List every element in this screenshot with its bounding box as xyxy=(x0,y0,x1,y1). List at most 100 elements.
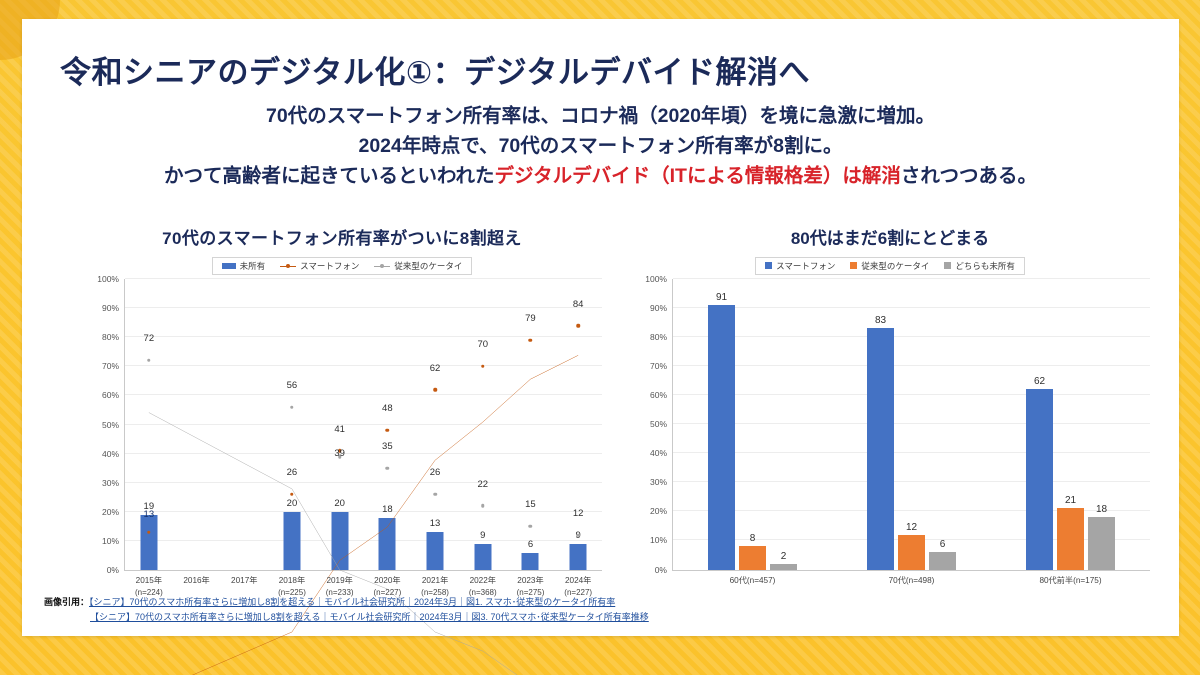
legend-item-スマートフォン[interactable]: スマートフォン xyxy=(280,260,359,272)
citation-label: 画像引用： xyxy=(44,596,90,607)
x-axis-tick-label: 2023年 (n=275) xyxy=(507,570,555,598)
bar-value-label: 12 xyxy=(905,521,918,533)
bar-従来型のケータイ[interactable]: 12 xyxy=(898,522,925,570)
x-axis-tick-label: 2019年 (n=233) xyxy=(316,570,364,598)
data-label-スマートフォン: 79 xyxy=(525,313,536,325)
data-point-スマートフォン[interactable] xyxy=(290,492,294,497)
bar-スマートフォン[interactable]: 62 xyxy=(1026,376,1053,570)
bar-未所有[interactable] xyxy=(140,514,158,570)
bar-未所有[interactable] xyxy=(378,517,396,570)
y-axis-tick-label: 50% xyxy=(649,419,667,429)
chart-right-title: 80代はまだ6割にとどまる xyxy=(790,229,990,248)
x-axis-sample-size: (n=258) xyxy=(421,587,449,597)
citation-row-2: 【シニア】70代のスマホ所有率さらに増加し8割を超える｜モバイル社会研究所｜20… xyxy=(44,610,649,626)
x-axis-tick-label: 2016年 xyxy=(183,576,210,585)
bar-従来型のケータイ[interactable]: 8 xyxy=(739,533,766,570)
citation-link-1[interactable]: 【シニア】70代のスマホ所有率さらに増加し8割を超える｜モバイル社会研究所｜20… xyxy=(89,596,616,607)
data-point-従来型のケータイ[interactable] xyxy=(576,533,580,537)
data-point-従来型のケータイ[interactable] xyxy=(433,492,437,497)
data-label-従来型のケータイ: 35 xyxy=(382,441,393,453)
gridline xyxy=(673,510,1150,512)
data-point-スマートフォン[interactable] xyxy=(433,387,437,392)
x-axis-tick-label: 2021年 (n=258) xyxy=(411,570,459,598)
bar-スマートフォン[interactable]: 83 xyxy=(867,315,894,570)
legend-item-従来型のケータイ[interactable]: 従来型のケータイ xyxy=(850,260,929,272)
y-axis-tick-label: 50% xyxy=(101,419,119,430)
citation-link-2[interactable]: 【シニア】70代のスマホ所有率さらに増加し8割を超える｜モバイル社会研究所｜20… xyxy=(90,612,649,623)
x-axis-sample-size: (n=227) xyxy=(373,587,402,597)
bar-どちらも未所有[interactable]: 2 xyxy=(770,551,797,570)
data-point-従来型のケータイ[interactable] xyxy=(290,405,294,409)
footer-citations: 画像引用：【シニア】70代のスマホ所有率さらに増加し8割を超える｜モバイル社会研… xyxy=(44,595,649,627)
chart-panel-left: 70代のスマートフォン所有率がついに8割超え 未所有 スマートフォン 従来型のケータ… xyxy=(82,224,602,571)
data-point-従来型のケータイ[interactable] xyxy=(385,466,390,470)
data-point-スマートフォン[interactable] xyxy=(528,338,533,342)
data-point-従来型のケータイ[interactable] xyxy=(147,358,151,363)
chart-category-slot: 18 xyxy=(364,279,412,570)
y-axis-tick-label: 10% xyxy=(649,535,667,546)
bar-未所有[interactable] xyxy=(283,511,301,570)
y-axis-tick-label: 70% xyxy=(101,361,119,372)
x-axis-tick-label: 2024年 (n=227) xyxy=(554,570,602,598)
y-axis-tick-label: 80% xyxy=(649,331,667,342)
x-axis-sample-size: (n=227) xyxy=(564,587,593,597)
legend-item-label: スマートフォン xyxy=(776,260,836,271)
gridline xyxy=(125,394,602,396)
data-point-スマートフォン[interactable] xyxy=(481,364,485,369)
data-point-従来型のケータイ[interactable] xyxy=(528,524,533,529)
bar-未所有[interactable] xyxy=(569,543,587,570)
data-point-従来型のケータイ[interactable] xyxy=(337,454,342,459)
bar-未所有[interactable] xyxy=(521,552,539,570)
bar-value-label: 18 xyxy=(1095,504,1108,516)
chart-right-plot-area: 0% 10% 20% 30% 40% 50% 60% 70% 80% 90% 100% 91 8 2 83 1… xyxy=(645,274,1150,585)
slide-card: 令和シニアのデジタル化①：デジタルデバイド解消へ 70代のスマートフォン所有率は… xyxy=(22,19,1179,636)
gridline xyxy=(125,510,602,512)
bar-value-label: 20 xyxy=(334,497,345,509)
legend-item-label: どちらも未所有 xyxy=(955,260,1015,271)
y-axis-tick-label: 40% xyxy=(101,448,119,459)
data-label-従来型のケータイ: 22 xyxy=(477,478,489,490)
subtitle-line-3-lead: かつて高齢者に起きているといわれた xyxy=(163,165,495,188)
gridline xyxy=(673,277,1150,279)
bar-どちらも未所有[interactable]: 18 xyxy=(1088,504,1115,570)
legend-item-従来型のケータイ[interactable]: 従来型のケータイ xyxy=(374,260,462,272)
data-point-スマートフォン[interactable] xyxy=(385,428,390,433)
legend-swatch-square-icon xyxy=(944,262,952,269)
x-axis-sample-size: (n=275) xyxy=(516,587,545,597)
subtitle-line-1: 70代のスマートフォン所有率は、コロナ禍（2020年頃）を境に急激に増加。 xyxy=(266,105,935,127)
x-axis-tick-label: 70代(n=498) xyxy=(888,575,935,585)
bar-value-label: 20 xyxy=(286,497,298,509)
bar-group: 91 8 2 xyxy=(673,279,832,570)
data-point-スマートフォン[interactable] xyxy=(147,530,151,534)
x-axis-labels: 2015年 (n=224) 2016年 2017年 2018年 (n=225) 2019年(… xyxy=(125,570,602,598)
data-point-スマートフォン[interactable] xyxy=(576,323,580,328)
data-label-スマートフォン: 70 xyxy=(477,339,489,351)
legend-item-スマートフォン[interactable]: スマートフォン xyxy=(765,260,835,272)
bar-スマートフォン[interactable]: 91 xyxy=(708,292,735,570)
subtitle-line-3-tail: されつつある。 xyxy=(900,165,1037,188)
chart-category-slot: 19 xyxy=(125,279,173,570)
gridline xyxy=(673,423,1150,424)
bar-未所有[interactable] xyxy=(474,543,492,570)
bar-どちらも未所有[interactable]: 6 xyxy=(929,539,956,570)
x-axis-sample-size: (n=233) xyxy=(325,587,354,597)
y-axis-tick-label: 100% xyxy=(645,273,667,284)
y-axis-tick-label: 0% xyxy=(654,564,667,575)
data-point-従来型のケータイ[interactable] xyxy=(481,504,485,508)
subtitle-line-3: かつて高齢者に起きているといわれたデジタルデバイド（ITによる情報格差）は解消さ… xyxy=(22,161,1179,191)
bar-従来型のケータイ[interactable]: 21 xyxy=(1057,495,1084,570)
data-label-従来型のケータイ: 72 xyxy=(143,333,155,345)
data-label-スマートフォン: 26 xyxy=(286,467,298,479)
x-axis-sample-size: (n=368) xyxy=(468,587,497,597)
bar-未所有[interactable] xyxy=(426,532,444,570)
bar-未所有[interactable] xyxy=(331,511,349,570)
bar-value-label: 9 xyxy=(480,529,486,541)
page-title: 令和シニアのデジタル化①：デジタルデバイド解消へ xyxy=(60,55,811,90)
bar-value-label: 13 xyxy=(429,518,441,530)
bar-groups: 91 8 2 83 12 6 62 21 18 xyxy=(673,279,1150,570)
data-point-スマートフォン[interactable] xyxy=(337,448,342,453)
legend-item-どちらも未所有[interactable]: どちらも未所有 xyxy=(944,260,1015,272)
data-label-従来型のケータイ: 12 xyxy=(572,508,584,520)
line-スマートフォン xyxy=(149,355,578,675)
legend-item-未所有[interactable]: 未所有 xyxy=(221,260,265,272)
